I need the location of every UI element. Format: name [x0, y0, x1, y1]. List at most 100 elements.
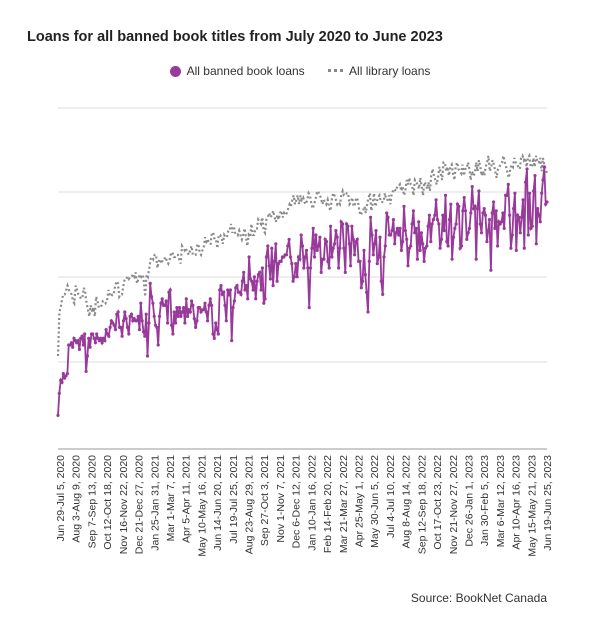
banned-loans-point	[223, 303, 227, 307]
x-tick-label: Jan 25-Jan 31, 2021	[149, 455, 161, 551]
library-loans-line	[56, 152, 549, 357]
banned-loans-point	[230, 339, 234, 343]
legend-item-library[interactable]: All library loans	[328, 64, 430, 78]
x-tick-label: Mar 6-Mar 12, 2023	[495, 455, 507, 547]
banned-loans-point	[390, 229, 394, 233]
banned-loans-point	[195, 319, 199, 323]
banned-loans-point	[183, 321, 187, 325]
banned-loans-point	[291, 279, 295, 283]
banned-loans-point	[246, 297, 250, 301]
banned-loans-point	[214, 321, 218, 325]
x-tick-label: May 10-May 16, 2021	[196, 455, 208, 557]
legend-marker-library	[328, 68, 344, 72]
banned-loans-point	[327, 266, 331, 270]
banned-loans-point	[441, 213, 445, 217]
banned-loans-point	[363, 273, 367, 277]
x-tick-label: Sep 12-Sep 18, 2022	[416, 455, 428, 554]
banned-loans-point	[538, 220, 542, 224]
banned-loans-point	[227, 292, 231, 296]
banned-loans-point	[429, 240, 433, 244]
grid-lines	[58, 107, 547, 450]
banned-loans-point	[143, 334, 147, 338]
banned-loans-point	[99, 336, 103, 340]
banned-loans-point	[149, 295, 154, 299]
banned-loans-point	[385, 211, 389, 215]
banned-loans-point	[462, 196, 466, 200]
banned-loans-point	[215, 328, 219, 332]
banned-loans-point	[308, 266, 313, 270]
banned-loans-point	[244, 284, 248, 288]
banned-loans-point	[69, 341, 73, 345]
banned-loans-point	[306, 266, 310, 270]
banned-loans-point	[194, 325, 198, 329]
banned-loans-point	[391, 218, 395, 222]
banned-loans-point	[100, 341, 104, 345]
banned-loans-point	[506, 182, 510, 186]
banned-loans-point	[304, 248, 309, 252]
banned-loans-point	[359, 286, 363, 290]
banned-loans-point	[487, 218, 492, 222]
banned-loans-point	[203, 301, 207, 305]
banned-loans-point	[474, 257, 478, 261]
banned-loans-point	[331, 246, 335, 250]
banned-loans-point	[545, 200, 549, 204]
banned-loans-point	[457, 204, 461, 208]
banned-loans-point	[148, 281, 152, 285]
banned-loans-point	[413, 231, 417, 235]
x-tick-label: Oct 17-Oct 23, 2022	[432, 455, 444, 550]
x-tick-label: Sep 27-Oct 3, 2021	[259, 455, 271, 546]
banned-loans-point	[211, 332, 215, 336]
banned-loans-point	[152, 314, 156, 318]
legend-label-banned: All banned book loans	[186, 63, 305, 78]
banned-loans-point	[61, 372, 65, 376]
x-tick-label: Jan 30-Feb 5, 2023	[479, 455, 491, 546]
banned-loans-point	[104, 328, 108, 332]
banned-loans-point	[310, 246, 314, 250]
banned-loans-point	[479, 231, 484, 235]
banned-loans-point	[204, 310, 208, 314]
banned-loans-point	[382, 255, 386, 259]
banned-loans-point	[508, 213, 512, 217]
banned-loans-point	[342, 246, 346, 250]
banned-loans-point	[77, 347, 81, 351]
banned-loans-point	[430, 222, 434, 226]
banned-loans-point	[190, 299, 194, 303]
banned-loans-point	[92, 336, 96, 340]
x-tick-label: Aug 8-Aug 14, 2022	[401, 455, 413, 549]
banned-loans-point	[450, 257, 454, 261]
x-tick-label: Aug 23-Aug 29, 2021	[244, 455, 256, 554]
banned-loans-point	[526, 233, 530, 237]
chart-title: Loans for all banned book titles from Ju…	[27, 29, 443, 45]
x-tick-label: Jun 14-Jun 20, 2021	[212, 455, 224, 551]
banned-loans-point	[188, 310, 192, 314]
banned-loans-point	[160, 297, 164, 301]
banned-loans-point	[541, 178, 545, 182]
banned-loans-point	[374, 229, 378, 233]
banned-loans-point	[179, 314, 183, 318]
legend-item-banned[interactable]: All banned book loans	[169, 63, 305, 78]
banned-loans-point	[274, 242, 278, 246]
banned-loans-point	[172, 310, 176, 314]
banned-loans-point	[166, 321, 170, 325]
banned-loans-point	[266, 244, 270, 248]
banned-loans-point	[418, 248, 422, 252]
banned-loans-point	[482, 207, 486, 211]
banned-loans-point	[469, 211, 473, 215]
banned-loans-point	[83, 332, 87, 336]
banned-loans-point	[224, 319, 228, 323]
banned-loans-point	[439, 237, 444, 241]
x-tick-label: Dec 21-Dec 27, 2020	[134, 455, 146, 554]
banned-loans-point	[228, 288, 232, 292]
banned-loans-point	[151, 301, 155, 305]
banned-loans-point	[112, 323, 116, 327]
banned-loans-point	[485, 240, 489, 244]
banned-loans-point	[395, 226, 399, 230]
banned-loans-point	[402, 204, 406, 208]
banned-loans-point	[536, 207, 540, 211]
banned-loans-point	[60, 380, 64, 384]
x-tick-label: Mar 21-Mar 27, 2022	[338, 455, 350, 553]
banned-loans-point	[427, 213, 431, 217]
banned-loans-point	[370, 233, 374, 237]
banned-loans-point	[184, 297, 188, 301]
x-tick-label: May 15-May 21, 2023	[526, 455, 538, 557]
